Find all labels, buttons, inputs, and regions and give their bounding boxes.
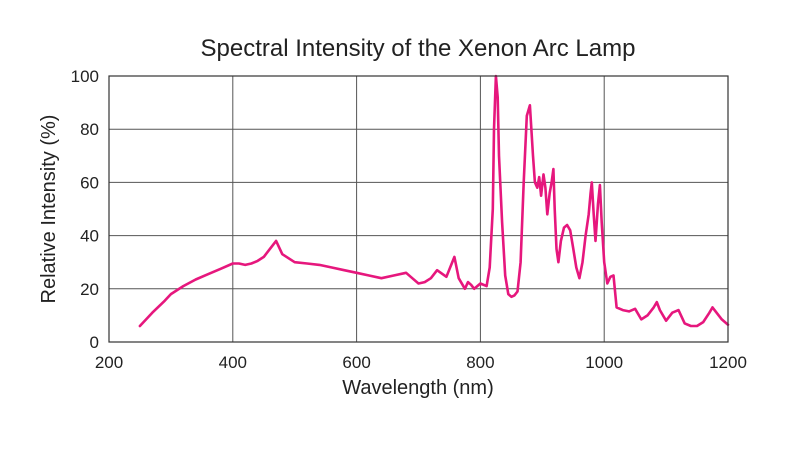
y-axis-ticks: 0 20 40 60 80 100 [71,67,99,352]
y-tick-label: 40 [80,227,99,246]
plot-area-frame [108,75,729,343]
x-tick-label: 1200 [709,353,747,372]
x-tick-label: 800 [466,353,494,372]
x-tick-label: 600 [342,353,370,372]
x-tick-label: 200 [95,353,123,372]
x-tick-label: 1000 [585,353,623,372]
x-tick-label: 400 [219,353,247,372]
y-tick-label: 80 [80,120,99,139]
series-line-0 [138,74,730,328]
x-axis-ticks: 200 400 600 800 1000 1200 [95,353,747,372]
y-axis-label: Relative Intensity (%) [38,115,60,304]
y-tick-label: 100 [71,67,99,86]
grid-lines [108,75,729,343]
y-tick-label: 0 [90,333,99,352]
chart-title: Spectral Intensity of the Xenon Arc Lamp [201,35,636,62]
y-tick-label: 60 [80,173,99,192]
x-axis-label: Wavelength (nm) [342,377,494,399]
y-tick-label: 20 [80,280,99,299]
series-layer [138,74,730,328]
